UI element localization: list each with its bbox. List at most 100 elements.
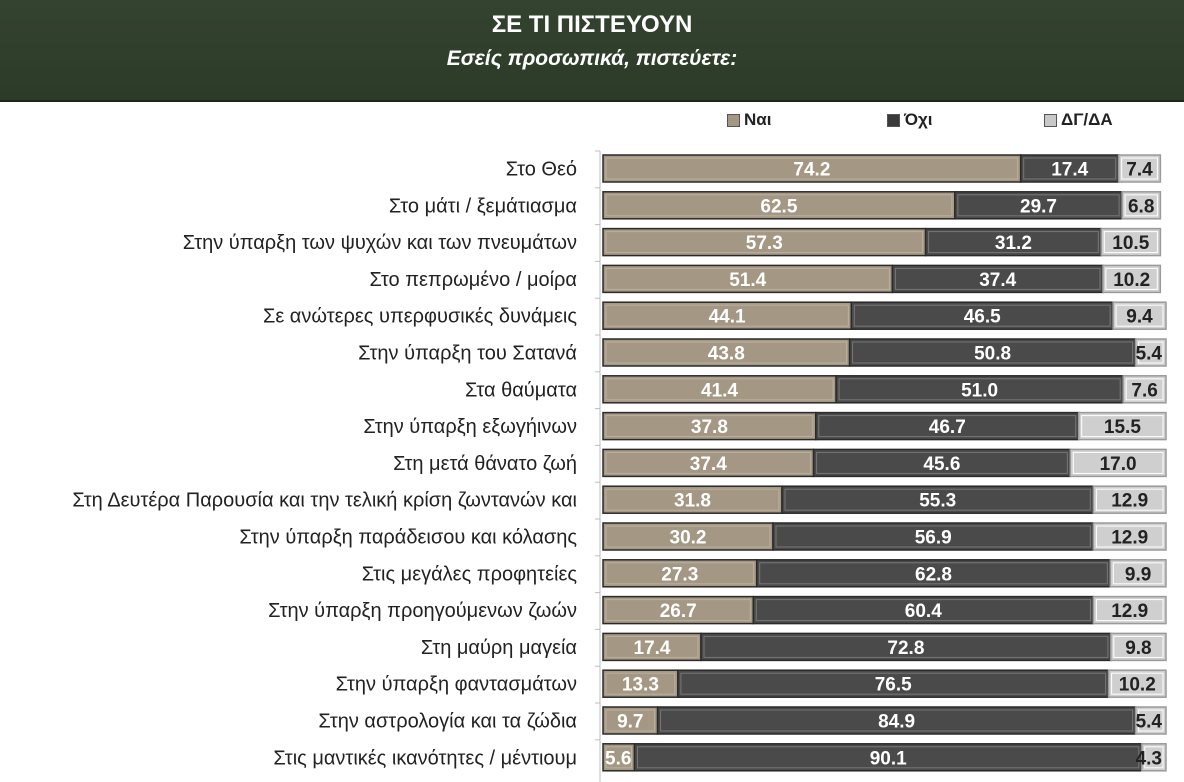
category-label: Στη μετά θάνατο ζωή <box>393 453 577 475</box>
value-label-no: 60.4 <box>905 601 942 622</box>
value-label-no: 46.7 <box>929 417 966 438</box>
bar-bevel <box>1138 709 1164 732</box>
bar-bevel <box>775 525 1091 548</box>
bar-yes <box>602 559 758 588</box>
bar-yes <box>602 264 894 294</box>
bar-dk <box>1107 669 1167 698</box>
value-label-yes: 27.3 <box>661 564 698 585</box>
value-label-no: 29.7 <box>1020 196 1057 217</box>
bar-yes <box>602 411 817 441</box>
value-label-no: 90.1 <box>870 748 907 769</box>
bar-no <box>850 301 1114 330</box>
category-label: Στη Δευτέρα Παρουσία και την τελική κρίσ… <box>72 490 577 512</box>
value-label-no: 46.5 <box>964 307 1001 328</box>
legend-item-yes: Ναι <box>727 109 771 131</box>
category-label: Στην ύπαρξη εξωγήινων <box>363 416 577 438</box>
bar-bevel <box>957 194 1120 217</box>
category-label: Στην ύπαρξη φαντασμάτων <box>336 674 577 696</box>
legend-swatch-yes <box>727 113 740 127</box>
category-label: Στο πεπρωμένο / μοίρα <box>370 269 577 291</box>
value-label-dk: 5.4 <box>1136 712 1163 733</box>
bar-dk <box>1102 264 1162 294</box>
bar-yes <box>602 522 774 551</box>
bar-dk <box>1134 706 1167 735</box>
bar-bevel <box>1124 194 1158 217</box>
value-label-yes: 57.3 <box>746 233 783 254</box>
chart-subtitle: Εσείς προσωπικά, πιστεύετε: <box>446 47 738 70</box>
bar-dk <box>1092 522 1167 551</box>
bar-bevel <box>703 635 1109 658</box>
bar-no <box>755 559 1112 588</box>
value-label-yes: 51.4 <box>729 270 766 291</box>
bar-bevel <box>605 525 771 548</box>
bar-no <box>924 227 1103 257</box>
bar-no <box>633 743 1143 772</box>
bar-yes <box>602 338 851 367</box>
value-label-yes: 13.3 <box>622 675 659 696</box>
category-label: Στο Θεό <box>506 159 577 181</box>
value-label-dk: 9.8 <box>1125 638 1151 659</box>
bar-yes <box>602 595 755 625</box>
bar-bevel <box>605 599 751 622</box>
value-label-no: 31.2 <box>995 233 1032 254</box>
category-label: Στο μάτι / ξεμάτιασμα <box>389 195 577 217</box>
bar-bevel <box>1112 562 1164 585</box>
bar-bevel <box>1081 415 1164 438</box>
chart-header: ΣΕ ΤΙ ΠΙΣΤΕΥΟΥΝ Εσείς προσωπικά, πιστεύε… <box>0 0 1184 102</box>
category-label: Στην ύπαρξη των ψυχών και των πνευμάτων <box>183 232 577 254</box>
bar-no <box>815 411 1080 441</box>
legend-swatch-dk <box>1044 113 1057 127</box>
bar-bevel <box>605 635 699 658</box>
value-label-no: 72.8 <box>887 638 924 659</box>
bar-bevel <box>605 451 812 474</box>
bar-yes <box>602 301 853 330</box>
bar-bevel <box>838 378 1121 401</box>
bar-yes <box>602 375 837 404</box>
value-label-yes: 17.4 <box>634 638 671 659</box>
value-label-yes: 37.8 <box>691 417 728 438</box>
legend-swatch-no <box>887 113 900 127</box>
value-label-dk: 10.2 <box>1113 270 1150 291</box>
value-label-yes: 5.6 <box>605 748 631 769</box>
bar-bevel <box>816 451 1068 474</box>
value-label-dk: 7.4 <box>1126 160 1153 181</box>
bar-dk <box>1092 485 1167 514</box>
bar-no <box>891 264 1104 294</box>
bar-bevel <box>1023 157 1117 180</box>
value-label-yes: 62.5 <box>760 196 797 217</box>
bar-bevel <box>637 746 1140 769</box>
value-label-dk: 7.6 <box>1131 380 1157 401</box>
bar-dk <box>1092 595 1167 625</box>
bar-bevel <box>605 267 890 290</box>
bar-bevel <box>1103 231 1158 254</box>
bar-bevel <box>1115 304 1164 327</box>
value-label-dk: 12.9 <box>1111 601 1148 622</box>
bar-dk <box>1100 227 1162 257</box>
bar-bevel <box>1125 378 1164 401</box>
bar-bevel <box>605 194 953 217</box>
bar-bevel <box>605 672 676 695</box>
value-label-no: 76.5 <box>875 675 912 696</box>
bar-dk <box>1077 411 1167 441</box>
value-label-no: 84.9 <box>878 712 915 733</box>
bar-dk <box>1112 301 1167 330</box>
bar-bevel <box>759 562 1108 585</box>
bar-bevel <box>605 157 1019 180</box>
legend-label-yes: Ναι <box>744 110 772 129</box>
value-label-dk: 9.4 <box>1126 307 1153 328</box>
value-label-no: 55.3 <box>919 491 956 512</box>
bar-yes <box>602 485 783 514</box>
bar-no <box>1019 154 1120 183</box>
category-label: Στα θαύματα <box>465 379 577 401</box>
value-label-dk: 12.9 <box>1111 528 1148 549</box>
bar-bevel <box>605 488 780 511</box>
bar-bevel <box>1072 451 1164 474</box>
legend-item-no: Όχι <box>887 109 933 131</box>
bar-bevel <box>605 378 834 401</box>
bar-bevel <box>853 304 1111 327</box>
bar-bevel <box>894 267 1101 290</box>
bar-dk <box>1122 375 1167 404</box>
value-label-yes: 41.4 <box>701 380 738 401</box>
value-label-yes: 31.8 <box>674 491 711 512</box>
